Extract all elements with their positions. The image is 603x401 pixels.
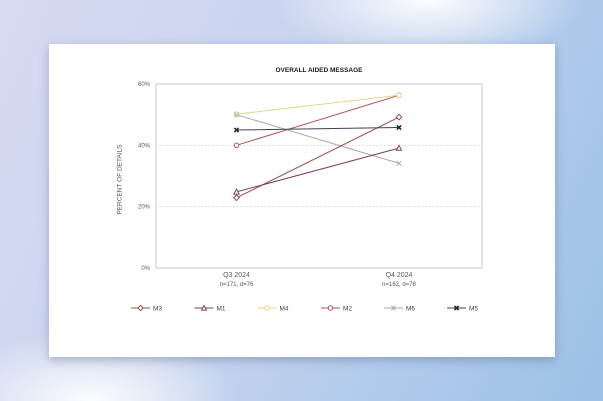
svg-text:M3: M3 — [153, 306, 162, 313]
svg-text:n=162, d=78: n=162, d=78 — [382, 282, 416, 288]
svg-text:0%: 0% — [141, 266, 150, 272]
svg-text:M1: M1 — [217, 306, 226, 313]
svg-text:n=171, d=76: n=171, d=76 — [220, 282, 254, 288]
svg-text:PERCENT OF DETAILS: PERCENT OF DETAILS — [117, 144, 124, 215]
svg-text:M4: M4 — [280, 306, 289, 313]
svg-text:M5: M5 — [469, 306, 478, 313]
svg-text:M2: M2 — [343, 306, 352, 313]
svg-text:60%: 60% — [138, 82, 151, 88]
svg-text:M6: M6 — [406, 306, 415, 313]
svg-text:40%: 40% — [138, 143, 151, 149]
svg-text:Q3 2024: Q3 2024 — [223, 272, 250, 279]
svg-text:OVERALL AIDED MESSAGE: OVERALL AIDED MESSAGE — [275, 67, 363, 74]
svg-text:Q4 2024: Q4 2024 — [386, 272, 413, 279]
svg-text:20%: 20% — [138, 205, 151, 211]
